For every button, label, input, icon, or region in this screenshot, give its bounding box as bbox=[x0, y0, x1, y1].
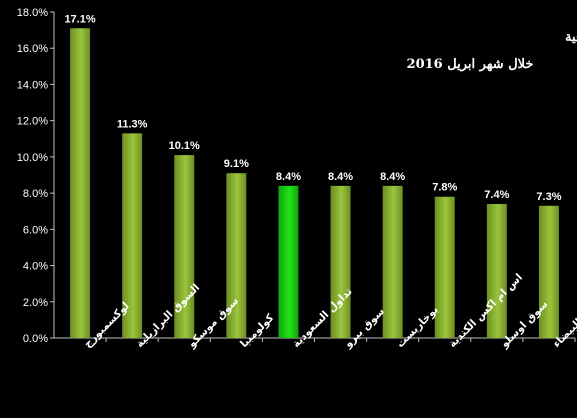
data-label: 11.3% bbox=[117, 118, 148, 130]
y-tick-label: 6.0% bbox=[23, 224, 48, 236]
chart-title-line-1: أكبر 10 أسواق عالمية حققت ارتفاعا في الق… bbox=[565, 28, 577, 45]
data-label: 8.4% bbox=[380, 171, 405, 183]
bar bbox=[122, 133, 143, 338]
y-tick-label: 14.0% bbox=[17, 79, 48, 91]
data-label: 17.1% bbox=[64, 13, 95, 25]
y-tick-label: 0.0% bbox=[23, 333, 48, 345]
data-label: 7.8% bbox=[432, 182, 457, 194]
bar bbox=[434, 196, 455, 338]
bar bbox=[174, 155, 195, 338]
bar bbox=[486, 203, 507, 338]
data-label: 10.1% bbox=[169, 140, 200, 152]
y-tick-label: 8.0% bbox=[23, 188, 48, 200]
data-label: 7.4% bbox=[484, 189, 509, 201]
bars bbox=[70, 28, 559, 339]
bar bbox=[382, 185, 403, 338]
y-tick-label: 2.0% bbox=[23, 297, 48, 309]
y-tick-label: 16.0% bbox=[17, 43, 48, 55]
bar-highlighted bbox=[278, 185, 299, 338]
y-tick-label: 18.0% bbox=[17, 7, 48, 19]
y-tick-label: 12.0% bbox=[17, 116, 48, 128]
y-tick-label: 10.0% bbox=[17, 152, 48, 164]
data-label: 9.1% bbox=[224, 158, 249, 170]
bar bbox=[70, 28, 91, 339]
data-label: 7.3% bbox=[536, 191, 561, 203]
bar bbox=[330, 185, 351, 338]
data-label: 8.4% bbox=[276, 171, 301, 183]
bar bbox=[226, 173, 247, 338]
bar bbox=[538, 205, 559, 338]
chart-title-line-2: خلال شهر ابريل 2016 bbox=[407, 57, 534, 72]
data-label: 8.4% bbox=[328, 171, 353, 183]
y-tick-label: 4.0% bbox=[23, 261, 48, 273]
